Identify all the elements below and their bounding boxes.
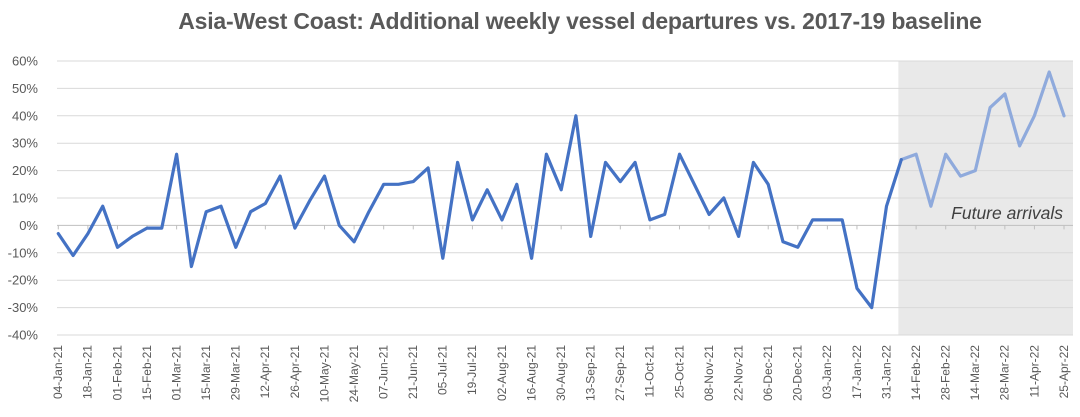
x-tick-label: 31-Jan-22	[879, 345, 893, 399]
x-tick-label: 25-Apr-22	[1057, 345, 1071, 399]
x-tick-label: 21-Jun-21	[406, 345, 420, 399]
x-tick-label: 11-Apr-22	[1027, 345, 1041, 398]
x-tick-label: 14-Feb-22	[909, 345, 923, 401]
x-tick-label: 14-Mar-22	[968, 345, 982, 401]
y-tick-label: 0%	[19, 218, 38, 233]
x-tick-label: 16-Aug-21	[524, 345, 538, 401]
y-tick-label: 60%	[12, 54, 38, 69]
x-tick-label: 10-May-21	[317, 345, 331, 403]
x-tick-label: 02-Aug-21	[495, 345, 509, 401]
y-tick-label: -40%	[8, 328, 39, 343]
x-tick-label: 28-Feb-22	[939, 345, 953, 401]
x-tick-label: 22-Nov-21	[731, 345, 745, 401]
x-tick-label: 17-Jan-22	[850, 345, 864, 399]
x-tick-label: 12-Apr-21	[258, 345, 272, 399]
x-tick-label: 29-Mar-21	[229, 345, 243, 401]
x-tick-label: 26-Apr-21	[288, 345, 302, 399]
x-tick-label: 04-Jan-21	[51, 345, 65, 399]
y-tick-label: 30%	[12, 136, 38, 151]
y-tick-label: -30%	[8, 300, 39, 315]
x-tick-label: 27-Sep-21	[613, 345, 627, 401]
x-tick-label: 20-Dec-21	[791, 345, 805, 401]
future-arrivals-label: Future arrivals	[951, 203, 1063, 223]
x-tick-label: 24-May-21	[347, 345, 361, 403]
x-tick-label: 05-Jul-21	[436, 345, 450, 395]
x-tick-label: 30-Aug-21	[554, 345, 568, 401]
x-tick-label: 15-Feb-21	[140, 345, 154, 401]
y-tick-label: -10%	[8, 245, 39, 260]
y-tick-label: -20%	[8, 273, 39, 288]
y-tick-label: 50%	[12, 81, 38, 96]
x-tick-label: 13-Sep-21	[584, 345, 598, 401]
series-future-line	[899, 70, 1066, 208]
x-tick-label: 06-Dec-21	[761, 345, 775, 401]
x-tick-label: 01-Feb-21	[110, 345, 124, 401]
x-tick-label: 08-Nov-21	[702, 345, 716, 401]
x-tick-label: 11-Oct-21	[643, 345, 657, 398]
chart-title: Asia-West Coast: Additional weekly vesse…	[178, 8, 982, 34]
x-tick-label: 15-Mar-21	[199, 345, 213, 401]
x-tick-label: 28-Mar-22	[998, 345, 1012, 401]
y-tick-label: 10%	[12, 191, 38, 206]
x-tick-label: 07-Jun-21	[377, 345, 391, 399]
y-tick-label: 20%	[12, 163, 38, 178]
y-tick-label: 40%	[12, 108, 38, 123]
x-tick-label: 01-Mar-21	[169, 345, 183, 401]
series-actual-line	[56, 114, 903, 310]
x-tick-label: 03-Jan-22	[820, 345, 834, 399]
x-tick-label: 19-Jul-21	[465, 345, 479, 395]
x-tick-label: 18-Jan-21	[81, 345, 95, 399]
x-tick-label: 25-Oct-21	[672, 345, 686, 399]
